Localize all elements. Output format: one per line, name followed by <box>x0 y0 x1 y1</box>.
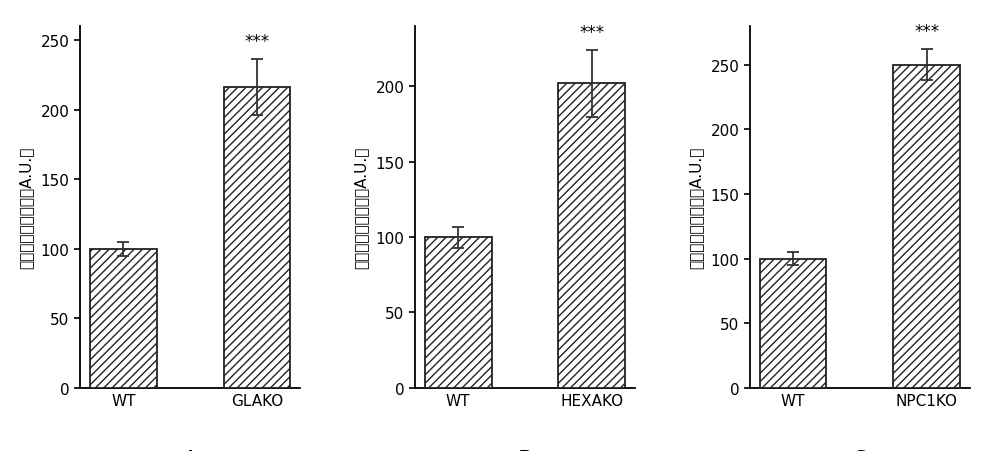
Bar <box>893 66 960 388</box>
Bar <box>760 259 826 388</box>
Text: C: C <box>852 449 868 451</box>
Y-axis label: 溶酶体胆固醇总量（A.U.）: 溶酶体胆固醇总量（A.U.） <box>354 147 369 268</box>
Y-axis label: 溶酶体胆固醇总量（A.U.）: 溶酶体胆固醇总量（A.U.） <box>19 147 34 268</box>
Text: ***: *** <box>579 24 604 42</box>
Bar <box>224 88 290 388</box>
Text: A: A <box>183 449 198 451</box>
Text: ***: *** <box>914 23 939 41</box>
Bar <box>558 84 625 388</box>
Y-axis label: 溶酶体胆固醇总量（A.U.）: 溶酶体胆固醇总量（A.U.） <box>688 147 703 268</box>
Text: ***: *** <box>244 33 269 51</box>
Text: B: B <box>517 449 533 451</box>
Bar <box>425 238 492 388</box>
Bar <box>90 249 157 388</box>
